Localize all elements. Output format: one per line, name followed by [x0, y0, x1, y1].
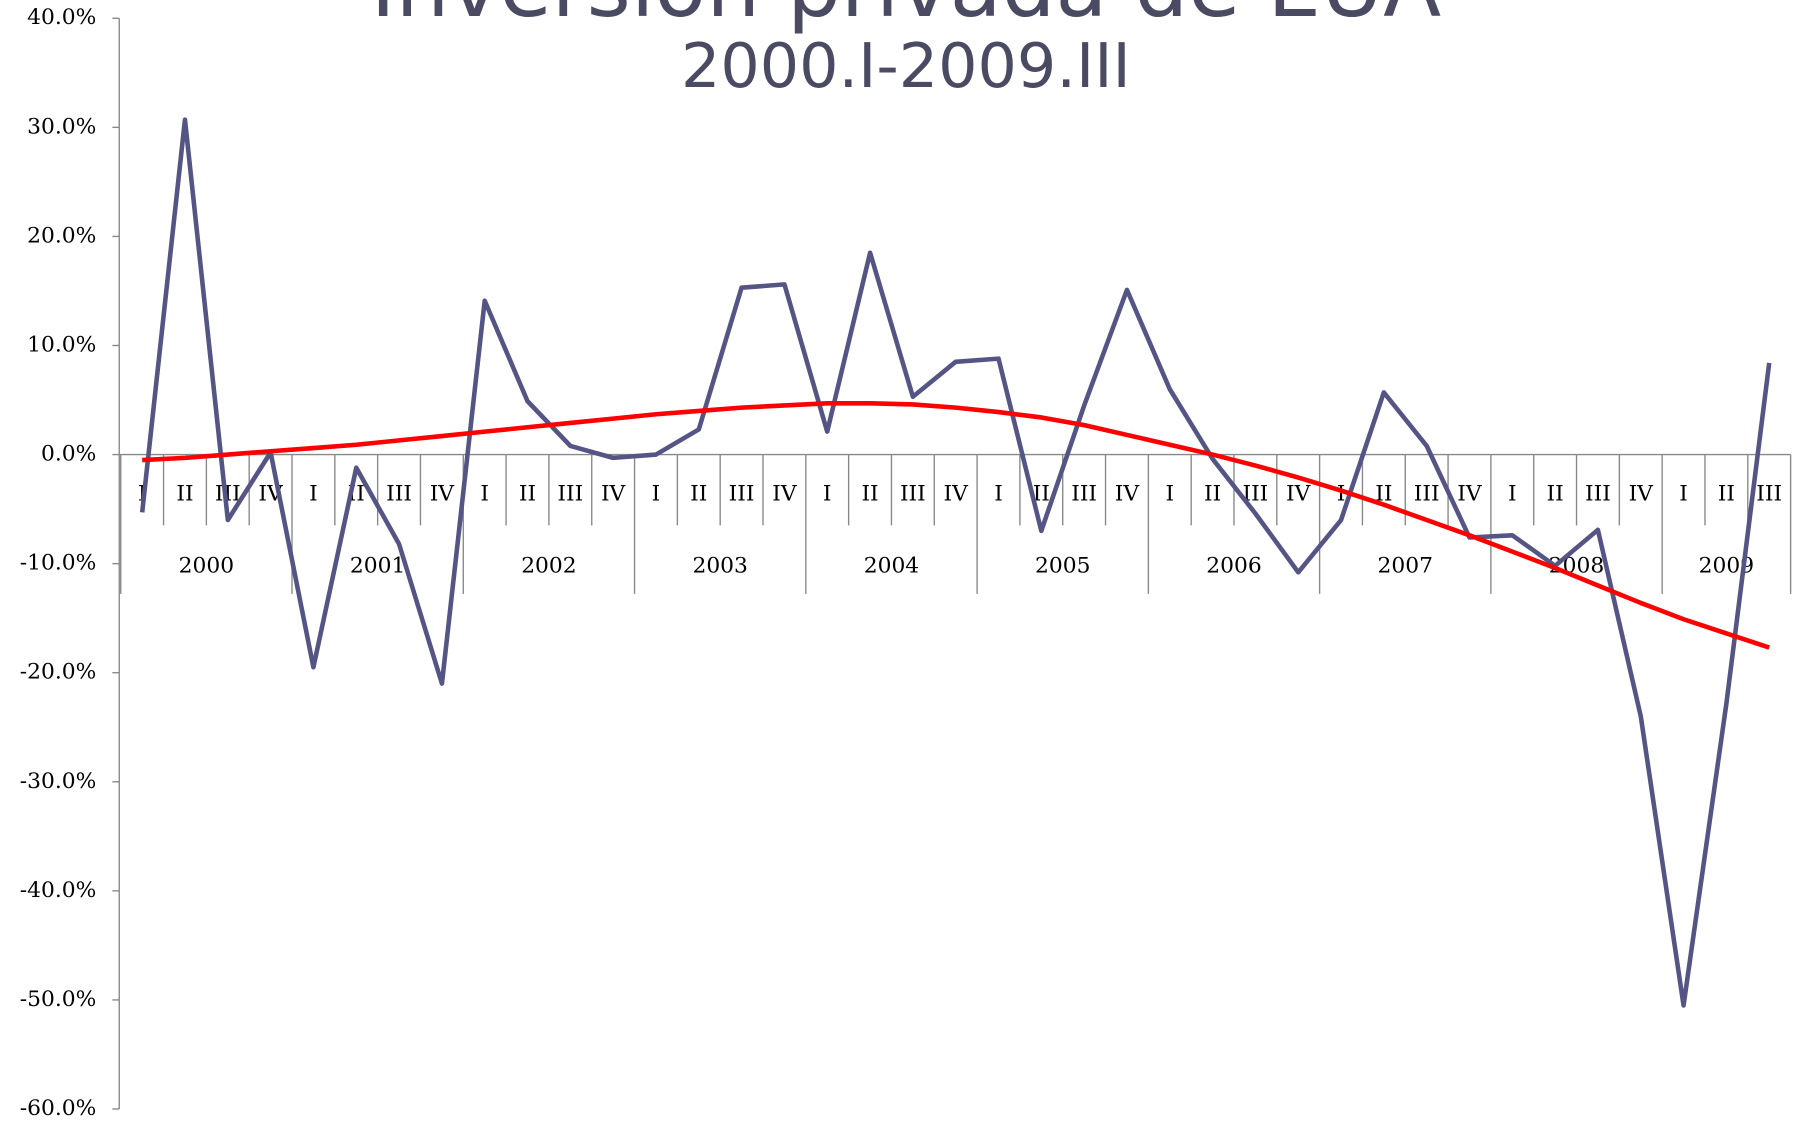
- y-tick-label: -50.0%: [20, 987, 97, 1012]
- x-tick-label: II: [1375, 482, 1392, 507]
- x-tick-label: II: [690, 482, 707, 507]
- x-tick-label: III: [729, 482, 755, 507]
- x-tick-label: III: [557, 482, 583, 507]
- x-tick-label: III: [386, 482, 412, 507]
- x-tick-label: III: [1414, 482, 1440, 507]
- chart-title: Inversión privada de EUA: [371, 0, 1442, 36]
- x-tick-label: IV: [430, 482, 456, 507]
- x-tick-label: IV: [1629, 482, 1655, 507]
- x-tick-label: II: [1033, 482, 1050, 507]
- y-tick-label: 10.0%: [27, 333, 96, 358]
- year-label: 2004: [864, 554, 919, 579]
- x-tick-label: IV: [601, 482, 627, 507]
- y-tick-label: -60.0%: [20, 1096, 97, 1121]
- x-tick-label: IV: [1286, 482, 1312, 507]
- year-label: 2007: [1378, 554, 1433, 579]
- year-label: 2001: [350, 554, 405, 579]
- x-tick-label: II: [861, 482, 878, 507]
- x-tick-label: I: [1679, 482, 1688, 507]
- y-tick-label: -40.0%: [20, 878, 97, 903]
- y-tick-label: -10.0%: [20, 551, 97, 576]
- x-tick-label: I: [1337, 482, 1346, 507]
- x-tick-label: II: [176, 482, 193, 507]
- y-tick-label: 40.0%: [27, 5, 96, 30]
- x-tick-label: I: [480, 482, 489, 507]
- year-label: 2005: [1035, 554, 1090, 579]
- x-tick-label: II: [1547, 482, 1564, 507]
- x-tick-label: I: [823, 482, 832, 507]
- x-tick-label: IV: [1115, 482, 1141, 507]
- y-tick-label: 0.0%: [41, 442, 96, 467]
- x-tick-label: III: [1071, 482, 1097, 507]
- trend-line: [142, 401, 1770, 650]
- x-tick-label: III: [1756, 482, 1782, 507]
- x-tick-label: IV: [944, 482, 970, 507]
- y-tick-label: 20.0%: [27, 223, 96, 248]
- year-label: 2006: [1206, 554, 1261, 579]
- x-tick-label: IV: [772, 482, 798, 507]
- data-line: [139, 117, 1772, 1008]
- x-tick-label: II: [1204, 482, 1221, 507]
- x-tick-label: III: [1585, 482, 1611, 507]
- x-tick-label: I: [1508, 482, 1517, 507]
- x-tick-label: III: [900, 482, 926, 507]
- chart-subtitle: 2000.I-2009.III: [681, 30, 1131, 102]
- year-label: 2002: [521, 554, 576, 579]
- y-tick-label: 30.0%: [27, 114, 96, 139]
- x-tick-label: IV: [1457, 482, 1483, 507]
- x-tick-label: I: [1165, 482, 1174, 507]
- y-tick-label: -30.0%: [20, 769, 97, 794]
- x-tick-label: I: [309, 482, 318, 507]
- x-tick-label: I: [994, 482, 1003, 507]
- x-tick-label: I: [652, 482, 661, 507]
- year-label: 2000: [179, 554, 234, 579]
- x-tick-label: II: [1718, 482, 1735, 507]
- year-label: 2003: [692, 554, 747, 579]
- y-tick-label: -20.0%: [20, 660, 97, 685]
- x-tick-label: II: [519, 482, 536, 507]
